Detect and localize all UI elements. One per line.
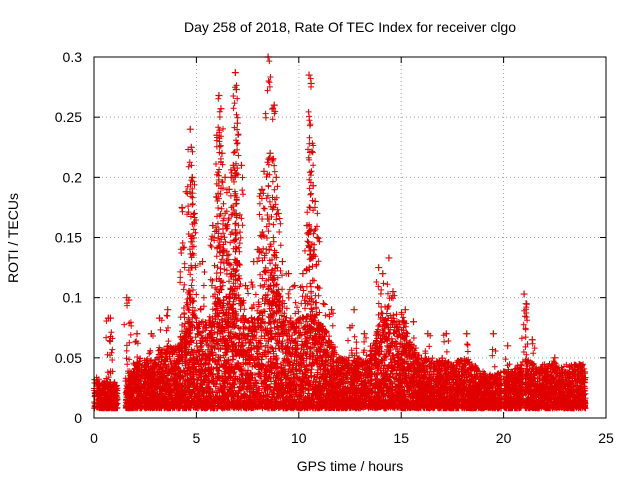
- x-tick-label: 20: [496, 430, 512, 446]
- spike-point: [231, 69, 239, 77]
- spike-point: [223, 252, 231, 260]
- spike-point: [442, 330, 450, 338]
- spike-point: [258, 185, 266, 193]
- y-tick-label: 0.1: [63, 290, 83, 306]
- spike-point: [156, 314, 164, 322]
- spike-point: [268, 155, 276, 163]
- y-tick-label: 0: [74, 410, 82, 426]
- spike-point: [379, 270, 387, 278]
- spike-point: [489, 330, 497, 338]
- spike-point: [272, 173, 280, 181]
- spike-point: [227, 173, 235, 181]
- y-tick-label: 0.25: [55, 109, 82, 125]
- spike-point: [178, 203, 186, 211]
- spike-point: [133, 330, 141, 338]
- spike-point: [125, 296, 133, 304]
- spike-point: [254, 246, 262, 254]
- spike-point: [285, 270, 293, 278]
- spike-point: [225, 185, 233, 193]
- spike-point: [346, 324, 354, 332]
- scatter-points: [91, 53, 589, 412]
- spike-point: [182, 188, 190, 196]
- y-tick-label: 0.2: [63, 169, 83, 185]
- spike-point: [350, 306, 358, 314]
- axis-ticks: 0 5 10 15 20 25 0 0.05 0.1 0.15 0.2 0.25 0.3: [55, 49, 614, 446]
- spike-point: [260, 167, 268, 175]
- spike-point: [328, 306, 336, 314]
- spike-point: [188, 173, 196, 181]
- spike-point: [311, 197, 319, 205]
- spike-point: [229, 161, 237, 169]
- spike-point: [504, 342, 512, 350]
- spike-point: [299, 270, 307, 278]
- x-axis-label: GPS time / hours: [297, 458, 404, 474]
- spike-point: [266, 149, 274, 157]
- spike-point: [409, 318, 417, 326]
- spike-point: [147, 330, 155, 338]
- spike-point: [520, 290, 528, 298]
- spike-point: [250, 258, 258, 266]
- spike-point: [199, 258, 207, 266]
- spike-point: [401, 306, 409, 314]
- y-tick-label: 0.05: [55, 350, 82, 366]
- spike-point: [187, 143, 195, 151]
- spike-point: [278, 258, 286, 266]
- spike-point: [218, 149, 226, 157]
- spike-point: [221, 173, 229, 181]
- spike-point: [232, 85, 240, 93]
- chart-title: Day 258 of 2018, Rate Of TEC Index for r…: [184, 19, 516, 35]
- x-tick-label: 5: [193, 430, 201, 446]
- spike-point: [385, 254, 393, 262]
- spike-point: [186, 125, 194, 133]
- spike-point: [313, 234, 321, 241]
- x-tick-label: 0: [90, 430, 98, 446]
- spike-point: [305, 71, 313, 79]
- spike-point: [209, 221, 217, 229]
- spike-point: [242, 282, 250, 290]
- x-tick-label: 25: [598, 430, 614, 446]
- spike-point: [360, 330, 368, 338]
- spike-point: [217, 105, 225, 113]
- spike-point: [291, 282, 299, 290]
- spike-point: [551, 354, 559, 362]
- spike-point: [424, 330, 432, 338]
- spike-point: [190, 209, 198, 217]
- spike-point: [375, 264, 383, 272]
- spike-point: [237, 161, 245, 169]
- y-tick-label: 0.3: [63, 49, 83, 65]
- spike-point: [213, 131, 221, 139]
- spike-point: [307, 79, 315, 87]
- spike-point: [164, 306, 172, 314]
- spike-point: [319, 300, 327, 308]
- x-tick-label: 15: [393, 430, 409, 446]
- spike-point: [522, 300, 530, 308]
- spike-point: [270, 101, 278, 109]
- y-axis-label: ROTI / TECUs: [5, 193, 21, 283]
- spike-point: [106, 314, 114, 322]
- x-tick-label: 10: [291, 430, 307, 446]
- data-cloud: [91, 58, 589, 412]
- spike-point: [528, 336, 536, 344]
- spike-point: [463, 330, 471, 338]
- spike-point: [309, 182, 317, 190]
- spike-point: [303, 221, 311, 229]
- spike-point: [215, 92, 223, 100]
- spike-point: [233, 119, 241, 127]
- spike-point: [274, 209, 282, 217]
- spike-point: [389, 288, 397, 296]
- y-tick-label: 0.15: [55, 230, 82, 246]
